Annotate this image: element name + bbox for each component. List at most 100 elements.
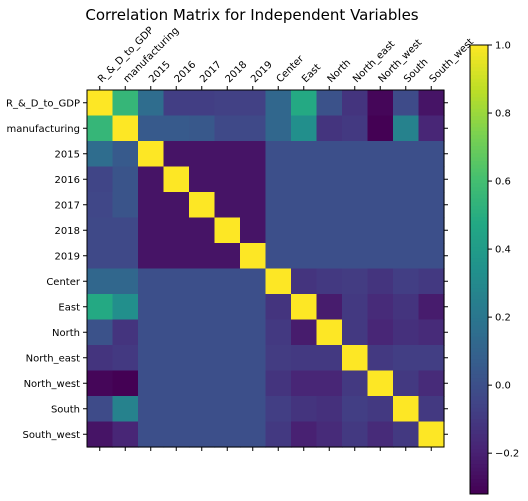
heatmap-cell-North_west-2015 <box>138 370 165 397</box>
heatmap-cell-North_east-2017 <box>189 345 216 372</box>
heatmap-cell-North_east-North <box>316 345 343 372</box>
colorbar-segment <box>470 348 488 353</box>
colorbar-segment <box>470 329 488 334</box>
heatmap-cell-North_west-East <box>291 370 318 397</box>
heatmap-cell-North_east-2019 <box>240 345 267 372</box>
heatmap-cell-North-manufacturing <box>112 319 139 346</box>
colorbar-segment <box>470 280 488 285</box>
heatmap-cell-East-2018 <box>214 294 241 321</box>
heatmap-cell-South-North_east <box>342 396 369 423</box>
colorbar-segment <box>470 359 488 364</box>
heatmap-cell-R_&_D_to_GDP-Center <box>265 90 292 117</box>
colorbar-segment <box>470 370 488 375</box>
x-tick-label: 2017 <box>198 59 224 85</box>
colorbar-segment <box>470 269 488 274</box>
heatmap-cell-North_east-South <box>393 345 420 372</box>
heatmap-cell-North_west-2019 <box>240 370 267 397</box>
heatmap-cell-North_west-2017 <box>189 370 216 397</box>
heatmap-cell-2018-Center <box>265 217 292 244</box>
heatmap-cell-East-manufacturing <box>112 294 139 321</box>
colorbar-segment <box>470 314 488 319</box>
colorbar-segment <box>470 434 488 439</box>
heatmap-cell-2018-2017 <box>189 217 216 244</box>
colorbar-segment <box>470 295 488 300</box>
heatmap-cell-South_west-South_west <box>418 421 445 448</box>
colorbar-segment <box>470 198 488 203</box>
heatmap-cell-Center-South <box>393 268 420 295</box>
colorbar-segment <box>470 464 488 469</box>
heatmap-cell-South-South <box>393 396 420 423</box>
heatmap-cell-R_&_D_to_GDP-2018 <box>214 90 241 117</box>
colorbar-segment <box>470 396 488 401</box>
colorbar-segment <box>470 179 488 184</box>
heatmap-cell-2018-North_west <box>367 217 394 244</box>
colorbar-segment <box>470 262 488 267</box>
y-tick-label: 2016 <box>55 175 80 186</box>
heatmap-cell-North-2018 <box>214 319 241 346</box>
heatmap-cell-Center-2016 <box>163 268 190 295</box>
heatmap-cell-2016-manufacturing <box>112 166 139 193</box>
heatmap-cell-East-North_east <box>342 294 369 321</box>
heatmap-cell-Center-North_west <box>367 268 394 295</box>
colorbar-segment <box>470 258 488 263</box>
heatmap-cell-2018-2015 <box>138 217 165 244</box>
colorbar-segment <box>470 228 488 233</box>
heatmap-cell-East-2015 <box>138 294 165 321</box>
colorbar-segment <box>470 48 488 53</box>
heatmap-cell-2019-2016 <box>163 243 190 270</box>
colorbar-segment <box>470 131 488 136</box>
y-tick-label: Center <box>46 277 81 288</box>
x-tick-label: 2019 <box>249 59 275 85</box>
colorbar-segment <box>470 355 488 360</box>
heatmap-cell-2019-North_west <box>367 243 394 270</box>
heatmap-cell-manufacturing-2019 <box>240 115 267 142</box>
colorbar-segment <box>470 452 488 458</box>
heatmap-cell-2015-2016 <box>163 141 190 168</box>
heatmap-cell-2017-North <box>316 192 343 219</box>
heatmap-cell-South_west-North_east <box>342 421 369 448</box>
colorbar-segment <box>470 157 488 162</box>
colorbar-segment <box>470 123 488 128</box>
heatmap-cell-2016-R_&_D_to_GDP <box>87 166 114 193</box>
heatmap-cell-R_&_D_to_GDP-R_&_D_to_GDP <box>87 90 114 117</box>
heatmap-cell-North_east-manufacturing <box>112 345 139 372</box>
heatmap-cell-2018-South_west <box>418 217 445 244</box>
heatmap-cell-2017-2017 <box>189 192 216 219</box>
heatmap-cell-2018-2018 <box>214 217 241 244</box>
heatmap-cell-2016-East <box>291 166 318 193</box>
heatmap-cell-2017-2019 <box>240 192 267 219</box>
colorbar-tick-label: −0.2 <box>495 449 519 460</box>
heatmap-cell-2015-South <box>393 141 420 168</box>
heatmap-cell-manufacturing-R_&_D_to_GDP <box>87 115 114 142</box>
heatmap-cell-2019-North_east <box>342 243 369 270</box>
heatmap-cell-North-2019 <box>240 319 267 346</box>
heatmap-cell-2018-North <box>316 217 343 244</box>
heatmap-cell-North_west-North <box>316 370 343 397</box>
heatmap-cell-North_east-North_west <box>367 345 394 372</box>
heatmap-cell-East-2019 <box>240 294 267 321</box>
heatmap-cell-2019-North <box>316 243 343 270</box>
heatmap-cell-South-East <box>291 396 318 423</box>
heatmap-cell-East-East <box>291 294 318 321</box>
colorbar-segment <box>470 276 488 282</box>
colorbar-segment <box>470 93 488 98</box>
colorbar-segment <box>470 168 488 173</box>
colorbar-segment <box>470 187 488 192</box>
heatmap-cell-2017-2015 <box>138 192 165 219</box>
colorbar-segment <box>470 422 488 428</box>
heatmap-cell-South-2019 <box>240 396 267 423</box>
heatmap-cell-manufacturing-2018 <box>214 115 241 142</box>
colorbar-segment <box>470 127 488 132</box>
colorbar-segment <box>470 164 488 169</box>
colorbar-segment <box>470 288 488 293</box>
colorbar-segment <box>470 392 488 398</box>
chart-title: Correlation Matrix for Independent Varia… <box>85 6 418 24</box>
colorbar-segment <box>470 149 488 155</box>
heatmap-cell-2017-South <box>393 192 420 219</box>
heatmap-cell-2019-R_&_D_to_GDP <box>87 243 114 270</box>
heatmap-cell-North-South_west <box>418 319 445 346</box>
heatmap-cell-2016-2016 <box>163 166 190 193</box>
y-tick-label: 2017 <box>55 200 80 211</box>
heatmap-cell-North_east-2018 <box>214 345 241 372</box>
